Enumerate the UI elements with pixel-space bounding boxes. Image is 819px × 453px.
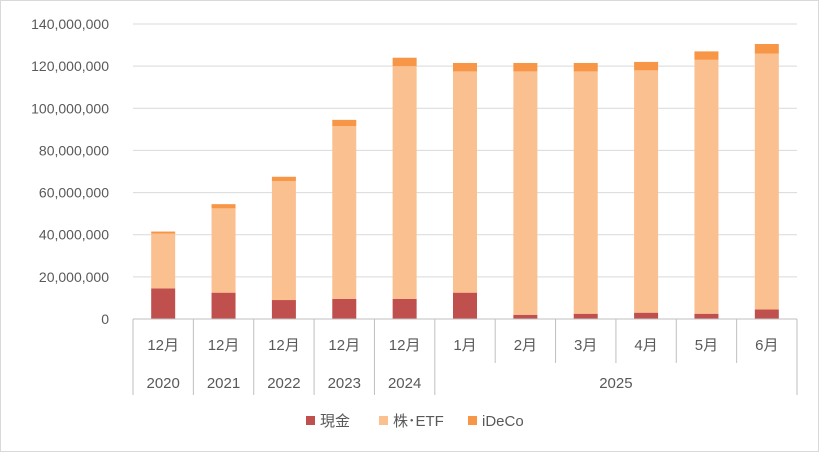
bar-segment-series-1-cat-9: [694, 59, 719, 314]
y-tick-label: 80,000,000: [39, 142, 109, 158]
bar-segment-series-2-cat-6: [513, 62, 538, 72]
bar-segment-series-2-cat-4: [392, 57, 417, 67]
y-tick-label: 140,000,000: [31, 16, 109, 32]
bar-segment-series-1-cat-6: [513, 71, 538, 315]
bar-segment-series-1-cat-2: [271, 180, 296, 301]
x-tick-label: 2月: [514, 337, 537, 354]
x-axis: 12月 12月 12月 12月 12月 1月 2月 3月 4月 5月 6月 2020 2021 2022 2…: [132, 318, 798, 395]
y-tick-label: 60,000,000: [39, 185, 109, 201]
bar-segment-series-0-cat-9: [694, 313, 719, 319]
bar-segment-series-0-cat-2: [271, 300, 296, 319]
bar-segment-series-0-cat-10: [754, 309, 779, 319]
bar-segment-series-0-cat-7: [573, 313, 598, 319]
x-tick-label: 12月: [208, 337, 240, 354]
bar-segment-series-1-cat-3: [332, 126, 357, 299]
year-group-label: 2020: [146, 375, 179, 392]
bar-segment-series-2-cat-9: [694, 51, 719, 60]
bar-segment-series-2-cat-0: [151, 231, 176, 234]
bar-segment-series-1-cat-5: [453, 71, 477, 293]
legend: 現金 株･ETF iDeCo: [306, 413, 524, 430]
bar-segment-series-1-cat-0: [151, 233, 176, 289]
x-tick-label: 5月: [695, 337, 718, 354]
bar-segment-series-0-cat-0: [151, 288, 176, 319]
year-group-label: 2022: [267, 375, 300, 392]
bar-segment-series-1-cat-1: [211, 208, 236, 293]
x-tick-label: 6月: [755, 337, 778, 354]
bar-segment-series-1-cat-7: [573, 71, 598, 314]
x-tick-label: 3月: [574, 337, 597, 354]
bar-segment-series-2-cat-3: [332, 119, 357, 127]
legend-swatch: [306, 416, 315, 425]
x-tick-label: 4月: [634, 337, 657, 354]
bar-segment-series-0-cat-3: [332, 298, 357, 319]
year-group-label: 2023: [328, 375, 361, 392]
bar-segment-series-1-cat-4: [392, 66, 417, 299]
bar-segment-series-1-cat-8: [634, 70, 659, 313]
y-tick-label: 120,000,000: [31, 58, 109, 74]
bar-segment-series-0-cat-5: [453, 292, 477, 319]
bar-segment-series-2-cat-7: [573, 62, 598, 72]
x-tick-label: 12月: [268, 337, 300, 354]
year-group-label: 2025: [599, 375, 632, 392]
bar-segment-series-2-cat-5: [453, 62, 477, 72]
bar-segment-series-2-cat-1: [211, 204, 236, 209]
y-tick-label: 100,000,000: [31, 100, 109, 116]
legend-label: 現金: [320, 413, 350, 430]
bar-segment-series-0-cat-6: [513, 314, 538, 319]
x-tick-label: 12月: [147, 337, 179, 354]
bar-segment-series-0-cat-4: [392, 298, 417, 319]
bar-segment-series-2-cat-2: [271, 176, 296, 181]
legend-label: iDeCo: [482, 413, 524, 430]
y-tick-label: 0: [101, 311, 109, 327]
bars: [151, 44, 779, 319]
bar-segment-series-2-cat-8: [634, 61, 659, 71]
bar-segment-series-1-cat-10: [754, 53, 779, 310]
legend-label: 株･ETF: [393, 413, 444, 430]
y-tick-label: 40,000,000: [39, 227, 109, 243]
y-tick-label: 20,000,000: [39, 269, 109, 285]
x-tick-label: 1月: [453, 337, 476, 354]
x-tick-label: 12月: [328, 337, 360, 354]
legend-swatch: [468, 416, 477, 425]
bar-segment-series-0-cat-1: [211, 292, 236, 319]
bar-segment-series-0-cat-8: [634, 312, 659, 319]
y-axis-tick-labels: 0 20,000,000 40,000,000 60,000,000 80,000,00…: [31, 16, 109, 327]
x-tick-label: 12月: [389, 337, 421, 354]
year-group-label: 2021: [207, 375, 240, 392]
year-group-label: 2024: [388, 375, 421, 392]
bar-segment-series-2-cat-10: [754, 44, 779, 54]
legend-swatch: [379, 416, 388, 425]
